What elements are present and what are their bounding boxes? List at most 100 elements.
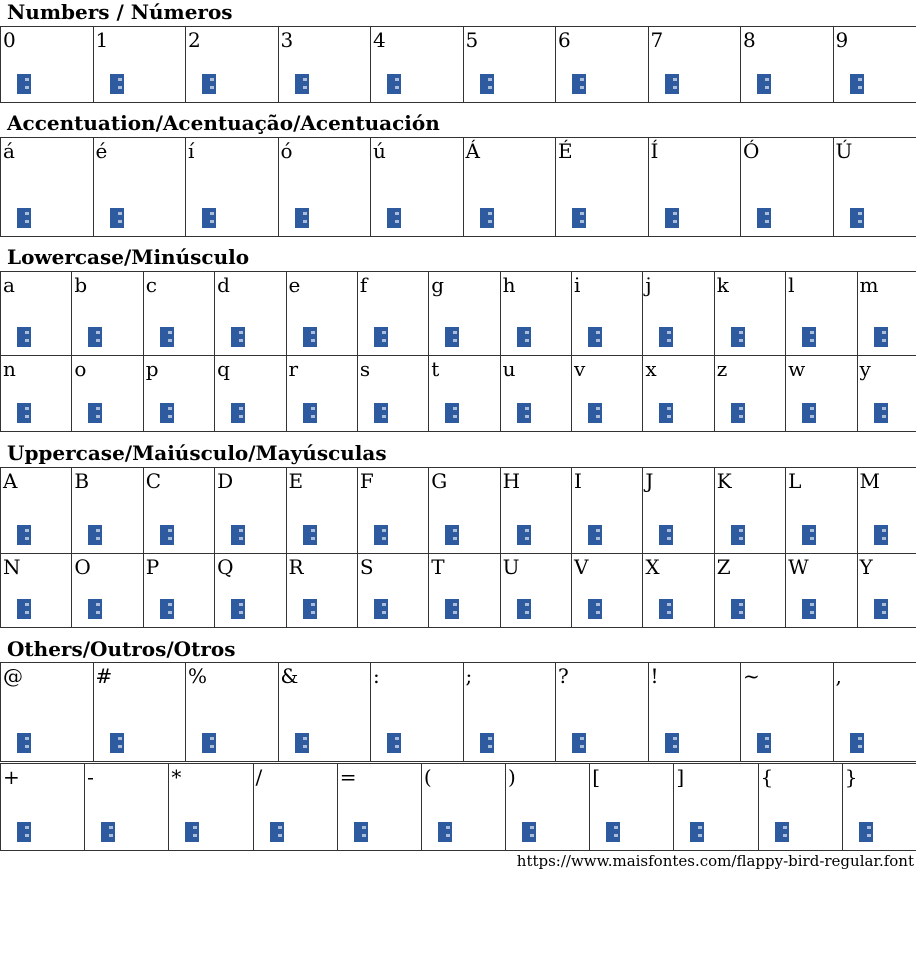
- character-label: r: [288, 357, 299, 381]
- glyph-preview-icon: [198, 72, 222, 96]
- character-cell: í: [185, 137, 279, 237]
- character-label: @: [3, 664, 23, 688]
- glyph-preview-icon: [855, 820, 879, 844]
- glyph-preview-icon: [106, 206, 130, 230]
- glyph-preview-icon: [870, 325, 894, 349]
- character-cell: ~: [740, 662, 834, 762]
- character-label: T: [431, 555, 445, 579]
- glyph-preview-icon: [686, 820, 710, 844]
- character-label: L: [788, 469, 802, 493]
- character-label: 3: [280, 28, 294, 52]
- character-cell: 7: [647, 26, 741, 103]
- character-label: y: [859, 357, 871, 381]
- glyph-preview-icon: [299, 523, 323, 547]
- character-cell: (: [420, 763, 507, 851]
- character-cell: }: [841, 763, 916, 851]
- character-cell: Á: [462, 137, 556, 237]
- character-label: !: [650, 664, 659, 688]
- character-label: á: [3, 139, 15, 163]
- character-cell: 9: [832, 26, 916, 103]
- character-cell: #: [92, 662, 186, 762]
- character-label: v: [574, 357, 586, 381]
- character-cell: Z: [713, 553, 787, 628]
- character-label: }: [844, 765, 858, 789]
- glyph-preview-icon: [727, 401, 751, 425]
- character-cell: g: [428, 271, 501, 356]
- section-title: Others/Outros/Otros: [7, 637, 236, 661]
- character-cell: 2: [185, 26, 279, 103]
- glyph-preview-icon: [13, 325, 37, 349]
- glyph-preview-icon: [291, 72, 315, 96]
- character-cell: a: [0, 271, 73, 356]
- glyph-preview-icon: [870, 597, 894, 621]
- character-cell: n: [0, 355, 73, 432]
- character-cell: D: [214, 467, 287, 554]
- character-cell: 5: [462, 26, 556, 103]
- glyph-preview-icon: [476, 72, 500, 96]
- character-cell: Ú: [832, 137, 916, 237]
- character-label: -: [87, 765, 94, 789]
- character-cell: s: [356, 355, 430, 432]
- glyph-preview-icon: [13, 72, 37, 96]
- character-cell: 6: [555, 26, 649, 103]
- character-cell: +: [0, 763, 86, 851]
- character-cell: Y: [856, 553, 916, 628]
- character-label: X: [645, 555, 660, 579]
- glyph-preview-icon: [370, 325, 394, 349]
- character-row: A B C D E F G H I J K L M: [0, 467, 916, 554]
- glyph-preview-icon: [518, 820, 542, 844]
- character-cell: u: [499, 355, 573, 432]
- glyph-preview-icon: [227, 401, 251, 425]
- glyph-preview-icon: [299, 325, 323, 349]
- glyph-preview-icon: [476, 731, 500, 755]
- glyph-preview-icon: [181, 820, 205, 844]
- character-cell: =: [336, 763, 422, 851]
- character-cell: W: [785, 553, 858, 628]
- glyph-preview-icon: [846, 206, 870, 230]
- character-label: N: [3, 555, 21, 579]
- glyph-preview-icon: [727, 597, 751, 621]
- glyph-preview-icon: [568, 731, 592, 755]
- glyph-preview-icon: [106, 731, 130, 755]
- glyph-preview-icon: [661, 731, 685, 755]
- character-label: ú: [373, 139, 386, 163]
- character-cell: ?: [555, 662, 649, 762]
- character-label: Ú: [835, 139, 853, 163]
- character-cell: j: [642, 271, 715, 356]
- glyph-preview-icon: [441, 523, 465, 547]
- character-label: ;: [465, 664, 473, 688]
- glyph-preview-icon: [753, 72, 777, 96]
- character-cell: h: [499, 271, 573, 356]
- glyph-preview-icon: [13, 597, 37, 621]
- character-label: 9: [835, 28, 849, 52]
- character-cell: p: [142, 355, 216, 432]
- section-title: Uppercase/Maiúsculo/Mayúsculas: [7, 441, 387, 465]
- character-label: O: [74, 555, 91, 579]
- glyph-preview-icon: [798, 325, 822, 349]
- character-label: +: [3, 765, 20, 789]
- character-label: Á: [465, 139, 480, 163]
- glyph-preview-icon: [13, 401, 37, 425]
- glyph-preview-icon: [227, 325, 251, 349]
- character-cell: {: [757, 763, 843, 851]
- footer-url-link[interactable]: https://www.maisfontes.com/flappy-bird-r…: [516, 852, 914, 870]
- character-cell: b: [71, 271, 144, 356]
- character-label: h: [502, 273, 516, 297]
- character-label: s: [359, 357, 371, 381]
- character-grid: a b c d e f g h i j k l m: [0, 271, 916, 356]
- character-row: 0 1 2 3 4 5 6 7 8 9: [0, 26, 916, 103]
- character-cell: ;: [462, 662, 556, 762]
- glyph-preview-icon: [513, 401, 537, 425]
- glyph-preview-icon: [727, 325, 751, 349]
- glyph-preview-icon: [602, 820, 626, 844]
- character-cell: É: [555, 137, 649, 237]
- character-label: Í: [650, 139, 659, 163]
- character-label: I: [574, 469, 582, 493]
- glyph-preview-icon: [568, 206, 592, 230]
- character-label: b: [74, 273, 88, 297]
- glyph-preview-icon: [513, 597, 537, 621]
- character-label: Ó: [743, 139, 760, 163]
- character-label: #: [95, 664, 113, 688]
- character-label: Z: [716, 555, 731, 579]
